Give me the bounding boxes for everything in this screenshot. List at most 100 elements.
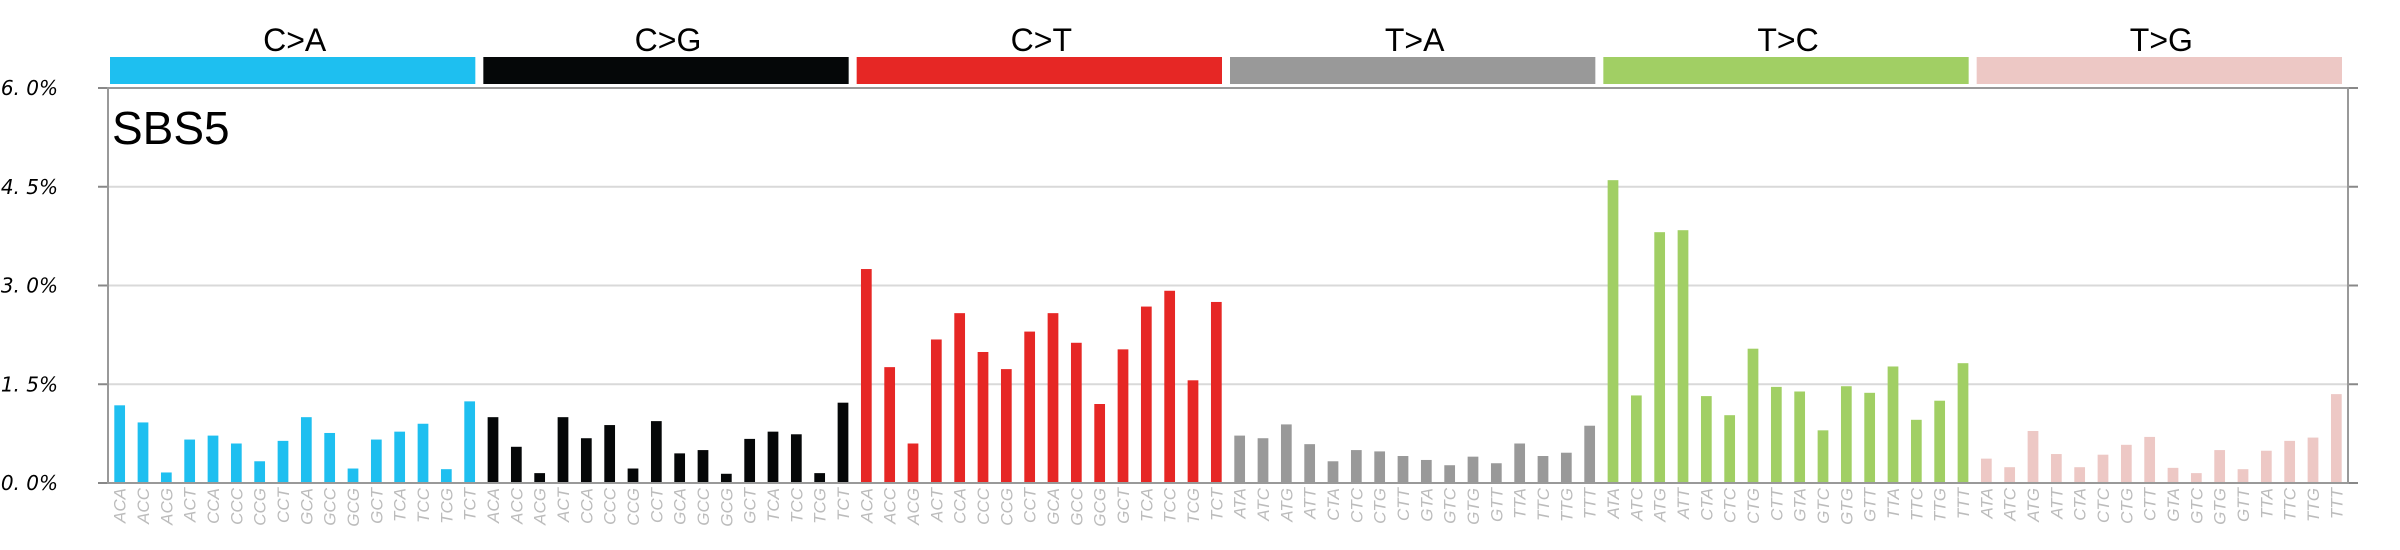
bar <box>1374 451 1386 483</box>
context-label: TCT <box>834 486 853 521</box>
bar <box>1957 363 1969 483</box>
bar <box>2004 467 2016 483</box>
context-label: TTT <box>2327 486 2346 519</box>
mutation-type-label: C>T <box>1011 22 1072 58</box>
bar <box>1794 391 1806 483</box>
bar <box>230 443 242 483</box>
bar <box>1724 415 1736 483</box>
bar <box>2237 469 2249 483</box>
bar <box>930 339 942 483</box>
context-label: CCG <box>624 488 643 526</box>
bar <box>1537 456 1549 483</box>
bar <box>347 468 359 483</box>
context-label: ACG <box>904 488 923 526</box>
context-label: TTT <box>1581 486 1600 519</box>
context-label: GTT <box>1861 486 1880 522</box>
context-label: ATT <box>2047 486 2066 519</box>
bar <box>417 423 429 483</box>
bar <box>1630 395 1642 483</box>
bar <box>440 469 452 483</box>
context-labels: ACA ACC ACG ACT CCA CCC CCG CCT GCA GCC GCG GCT TCA T… <box>111 486 2347 526</box>
context-label: GCT <box>367 486 386 524</box>
bar <box>1024 331 1036 483</box>
bar <box>510 446 522 483</box>
bar <box>1444 465 1456 483</box>
bar <box>394 431 406 483</box>
y-tick-label: 0. 0% <box>1 471 58 495</box>
bar <box>1234 435 1246 483</box>
context-label: ACG <box>531 488 550 526</box>
bar <box>1047 313 1059 483</box>
context-label: ATC <box>1627 487 1646 521</box>
mutation-type-label: T>A <box>1385 22 1445 58</box>
context-label: TTG <box>1557 488 1576 522</box>
context-label: GCC <box>1067 487 1086 526</box>
context-label: TTA <box>1511 488 1530 519</box>
bar <box>1817 430 1829 483</box>
bar <box>790 434 802 483</box>
context-label: TTA <box>1884 488 1903 519</box>
bar <box>1257 438 1269 483</box>
mutation-type-header: C>A C>G C>T T>A T>C T>G <box>110 22 2342 84</box>
context-label: GTT <box>2234 486 2253 522</box>
context-label: CTC <box>2094 487 2113 523</box>
context-label: GTC <box>1814 487 1833 524</box>
context-label: TCT <box>1207 486 1226 521</box>
context-label: GCT <box>1114 486 1133 524</box>
bar <box>1584 425 1596 483</box>
context-label: ATG <box>2024 488 2043 523</box>
bar <box>1210 301 1222 483</box>
bar <box>1164 290 1176 483</box>
mutation-type-label: C>G <box>635 22 702 58</box>
context-label: TTG <box>1931 488 1950 522</box>
context-label: ATT <box>1301 486 1320 519</box>
context-label: GCA <box>671 488 690 525</box>
bar <box>2167 467 2179 483</box>
bar <box>2050 454 2062 483</box>
bar <box>1490 463 1502 483</box>
context-label: CCC <box>974 487 993 525</box>
context-label: ACA <box>857 488 876 524</box>
mutation-type-band <box>483 57 849 84</box>
bar <box>767 431 779 483</box>
context-label: ACT <box>554 486 573 523</box>
bar <box>487 417 499 483</box>
bar <box>160 472 172 483</box>
y-tick-label: 1. 5% <box>1 372 58 396</box>
context-label: GTT <box>1487 486 1506 522</box>
context-label: ATG <box>1651 488 1670 523</box>
context-label: GCA <box>1044 488 1063 525</box>
bar <box>674 453 686 483</box>
bar <box>184 439 196 483</box>
bar <box>1280 424 1292 483</box>
context-label: ACT <box>181 486 200 523</box>
context-label: TCC <box>1161 487 1180 523</box>
bar <box>1304 444 1316 483</box>
mutation-type-band <box>110 57 476 84</box>
context-label: GCA <box>297 488 316 525</box>
context-label: ATA <box>1977 488 1996 520</box>
y-tick-label: 3. 0% <box>1 274 58 298</box>
bar <box>1654 232 1666 483</box>
context-label: TCA <box>764 488 783 522</box>
bar <box>1887 366 1899 483</box>
bar <box>2214 450 2226 483</box>
context-label: CCG <box>997 488 1016 526</box>
context-label: GTG <box>1837 488 1856 525</box>
context-label: CTG <box>1744 488 1763 524</box>
bar <box>1514 443 1526 483</box>
context-label: CTG <box>1371 488 1390 524</box>
bar <box>2074 467 2086 483</box>
context-label: CTA <box>1697 488 1716 521</box>
mutation-type-band <box>1603 57 1969 84</box>
context-label: GCG <box>1091 488 1110 527</box>
context-label: CTA <box>2071 488 2090 521</box>
context-label: ACA <box>484 488 503 524</box>
context-label: TTT <box>1954 486 1973 519</box>
context-label: TTC <box>1907 487 1926 521</box>
context-label: TTA <box>2257 488 2276 519</box>
bar <box>580 438 592 483</box>
bar <box>860 269 872 483</box>
mutation-type-band <box>1976 57 2342 84</box>
context-label: TCA <box>391 488 410 522</box>
